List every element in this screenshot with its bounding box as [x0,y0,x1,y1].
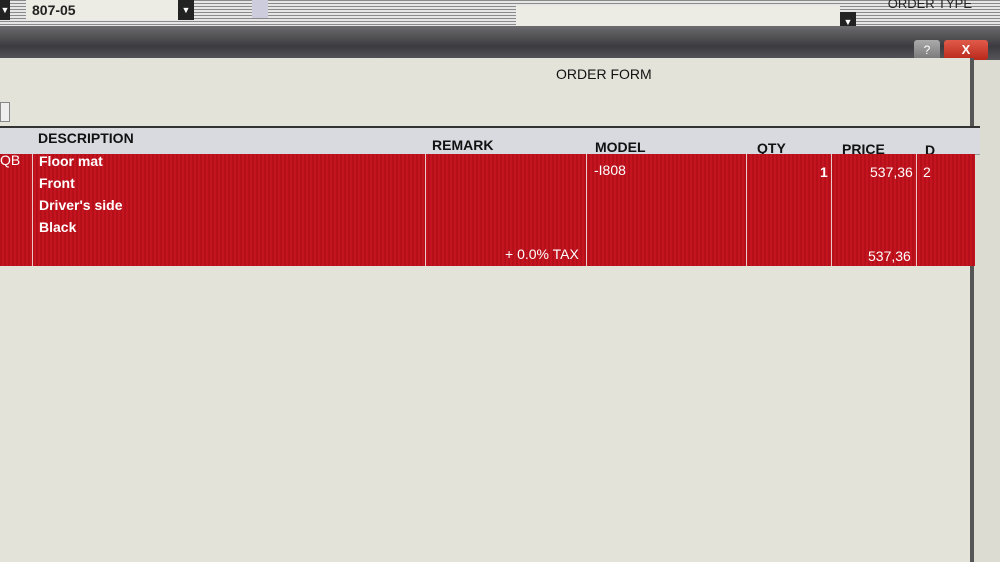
row-d: 2 [923,164,931,180]
column-description[interactable]: DESCRIPTION [38,130,134,146]
column-model[interactable]: MODEL [595,139,646,155]
column-price[interactable]: PRICE [842,141,885,157]
row-description: Floor mat Front Driver's side Black [39,150,123,238]
divider [32,154,33,266]
code-field[interactable]: 807-05 [26,0,178,20]
table-row[interactable]: QB Floor mat Front Driver's side Black +… [0,152,975,266]
chevron-down-icon[interactable]: ▼ [178,0,194,20]
order-type-select[interactable] [516,6,840,26]
divider [746,154,747,266]
close-button[interactable]: X [944,40,988,60]
column-remark[interactable]: REMARK [432,137,494,153]
row-code: QB [0,152,21,168]
order-form-window: ORDER FORM DESCRIPTION REMARK MODEL QTY … [0,58,980,562]
chevron-down-icon[interactable]: ▼ [0,0,10,20]
column-qty[interactable]: QTY [757,140,786,156]
row-price: 537,36 [870,164,913,180]
divider [586,154,587,266]
page-title: ORDER FORM [556,66,652,82]
divider [425,154,426,266]
divider [916,154,917,266]
window-titlebar [0,26,1000,60]
divider [831,154,832,266]
top-toolbar: ▼ 807-05 ▼ ▼ ORDER TYPE [0,0,1000,32]
description-line: Black [39,219,77,235]
table-header: DESCRIPTION REMARK MODEL QTY PRICE D [0,126,980,158]
description-line: Floor mat [39,153,103,169]
tab[interactable] [0,102,10,122]
order-type-label: ORDER TYPE [887,0,972,11]
row-total: 537,36 [868,248,911,264]
column-d[interactable]: D [925,142,936,158]
description-line: Driver's side [39,197,123,213]
description-line: Front [39,175,75,191]
row-qty: 1 [820,164,828,180]
row-tax: + 0.0% TAX [505,246,579,262]
row-model: -I808 [594,162,626,178]
scroll-thumb[interactable] [252,0,268,18]
help-button[interactable]: ? [914,40,940,60]
